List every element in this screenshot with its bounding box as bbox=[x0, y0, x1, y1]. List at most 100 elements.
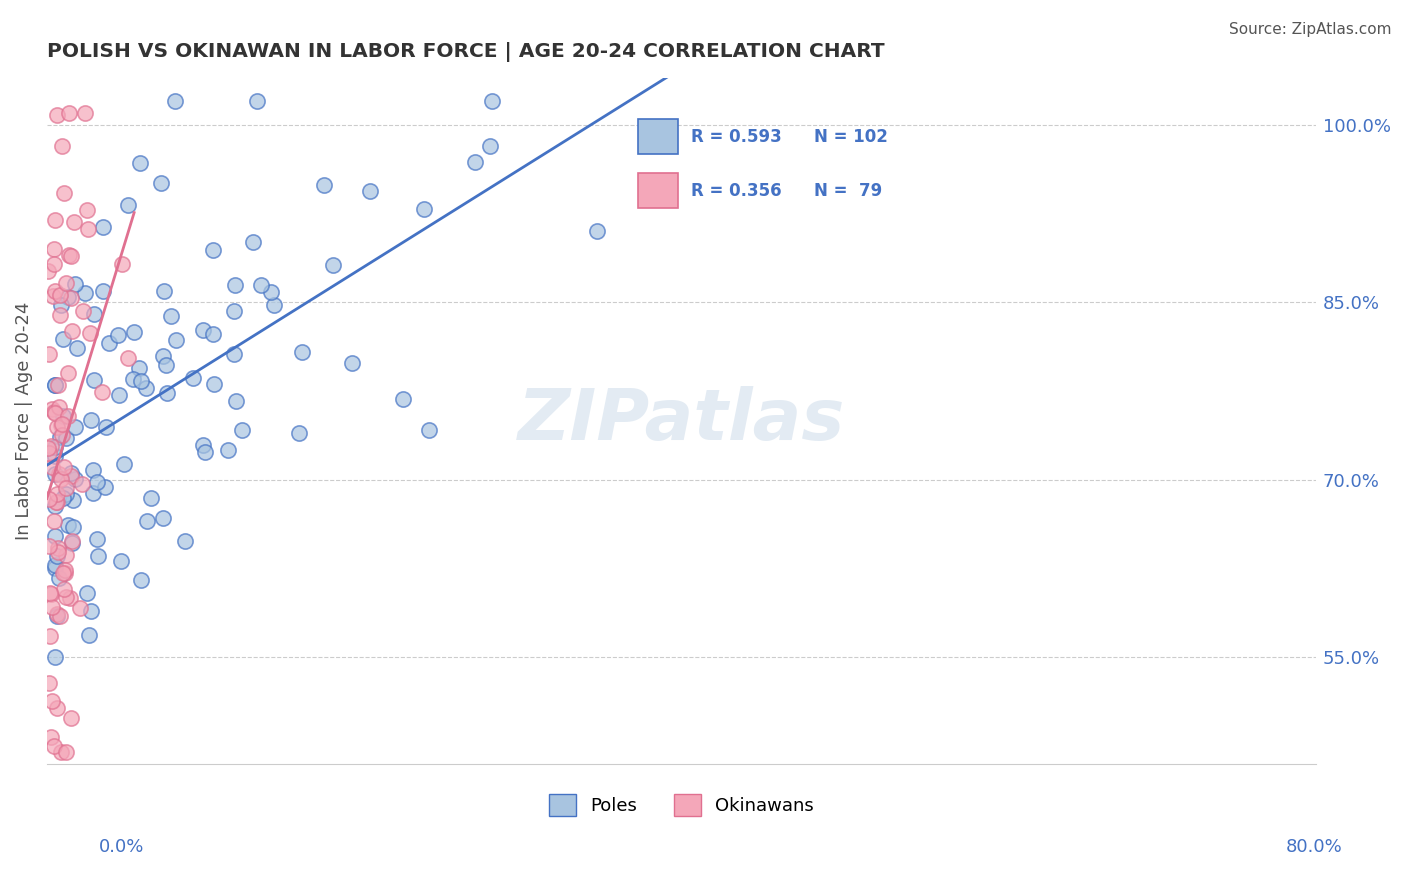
Point bbox=[45, 607, 67, 622]
Point bbox=[55, 481, 77, 495]
Point bbox=[44, 499, 66, 513]
Text: 0.0%: 0.0% bbox=[98, 838, 143, 855]
Point bbox=[586, 223, 609, 237]
Point bbox=[42, 289, 65, 303]
Point bbox=[46, 378, 69, 392]
Point bbox=[224, 304, 246, 318]
Point bbox=[39, 439, 62, 453]
Point bbox=[181, 371, 204, 385]
Point bbox=[86, 475, 108, 489]
Point bbox=[90, 384, 112, 399]
Point bbox=[322, 258, 344, 272]
Point bbox=[51, 409, 73, 423]
Point bbox=[58, 517, 80, 532]
Point bbox=[77, 627, 100, 641]
Point bbox=[38, 492, 60, 507]
Point bbox=[52, 566, 75, 581]
Point bbox=[44, 561, 66, 575]
Point bbox=[87, 549, 110, 563]
Point bbox=[49, 309, 72, 323]
Point bbox=[173, 533, 195, 548]
Point bbox=[156, 386, 179, 401]
Point bbox=[62, 493, 84, 508]
Point bbox=[165, 333, 187, 347]
Point bbox=[79, 412, 101, 426]
Point bbox=[44, 213, 66, 227]
Point bbox=[60, 536, 83, 550]
FancyBboxPatch shape bbox=[638, 120, 678, 154]
Point bbox=[231, 424, 253, 438]
Point bbox=[76, 203, 98, 218]
Point bbox=[149, 176, 172, 190]
Point bbox=[202, 377, 225, 392]
Point bbox=[82, 485, 104, 500]
Point bbox=[152, 511, 174, 525]
Point bbox=[46, 700, 69, 714]
Point bbox=[55, 548, 77, 562]
Point bbox=[48, 401, 70, 415]
Point bbox=[44, 440, 66, 454]
Point bbox=[38, 347, 60, 361]
Point bbox=[86, 532, 108, 546]
Point bbox=[41, 402, 63, 417]
Point bbox=[55, 487, 77, 501]
Point bbox=[83, 307, 105, 321]
Point bbox=[129, 374, 152, 388]
Point bbox=[52, 332, 75, 346]
Point bbox=[51, 428, 73, 442]
Point bbox=[80, 604, 103, 618]
Text: POLISH VS OKINAWAN IN LABOR FORCE | AGE 20-24 CORRELATION CHART: POLISH VS OKINAWAN IN LABOR FORCE | AGE … bbox=[46, 42, 884, 62]
Point bbox=[58, 106, 80, 120]
Point bbox=[63, 215, 86, 229]
Point bbox=[60, 533, 83, 548]
Point bbox=[46, 495, 69, 509]
Point bbox=[413, 202, 436, 216]
Point bbox=[82, 463, 104, 477]
Point bbox=[49, 430, 72, 444]
Point bbox=[45, 549, 67, 563]
Point bbox=[91, 284, 114, 298]
Point bbox=[60, 291, 83, 305]
Point bbox=[201, 243, 224, 257]
Point bbox=[53, 582, 76, 596]
Point bbox=[51, 417, 73, 431]
Point bbox=[44, 529, 66, 543]
Point bbox=[55, 745, 77, 759]
Point bbox=[37, 441, 59, 455]
Point bbox=[53, 563, 76, 577]
Point bbox=[56, 409, 79, 424]
Point bbox=[49, 288, 72, 302]
Point bbox=[136, 514, 159, 528]
Point bbox=[42, 514, 65, 528]
Point bbox=[66, 342, 89, 356]
Point bbox=[91, 219, 114, 234]
Point bbox=[291, 345, 314, 359]
Point bbox=[135, 381, 157, 395]
Point bbox=[83, 373, 105, 387]
Point bbox=[37, 264, 59, 278]
Point bbox=[45, 608, 67, 623]
Point bbox=[39, 586, 62, 600]
Point bbox=[98, 335, 121, 350]
Point bbox=[194, 444, 217, 458]
Point bbox=[481, 95, 503, 109]
Point bbox=[73, 286, 96, 301]
Point bbox=[117, 198, 139, 212]
Point bbox=[42, 242, 65, 256]
Point bbox=[41, 599, 63, 614]
Text: N = 102: N = 102 bbox=[814, 128, 889, 145]
Point bbox=[60, 468, 83, 483]
Point bbox=[260, 285, 283, 299]
Point bbox=[44, 449, 66, 463]
Point bbox=[46, 108, 69, 122]
Point bbox=[44, 405, 66, 419]
Point bbox=[38, 676, 60, 690]
Point bbox=[191, 438, 214, 452]
Point bbox=[51, 418, 73, 433]
Point bbox=[59, 466, 82, 480]
Point bbox=[225, 393, 247, 408]
Point bbox=[39, 730, 62, 744]
Point bbox=[53, 566, 76, 580]
Point bbox=[46, 486, 69, 500]
Point bbox=[94, 480, 117, 494]
